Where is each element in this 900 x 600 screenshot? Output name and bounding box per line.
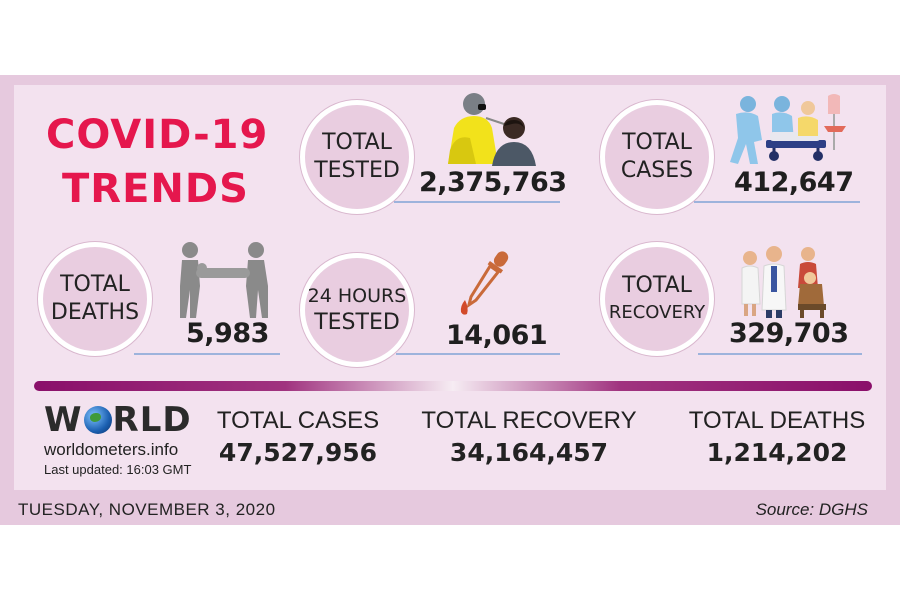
total-tested-underline: [394, 201, 560, 203]
total-cases-underline: [694, 201, 860, 203]
world-logo-left: W: [44, 400, 83, 440]
24h-tested-label-1: 24 HOURS: [307, 285, 407, 307]
total-recovery-underline: [698, 353, 862, 355]
total-tested-circle: TOTAL TESTED: [300, 100, 414, 214]
total-cases-label-2: CASES: [620, 158, 694, 183]
dropper-icon: [460, 251, 509, 315]
hospital-stretcher-icon: [730, 94, 846, 164]
total-recovery-value: 329,703: [729, 318, 849, 349]
body-carriers-icon: [180, 242, 268, 318]
total-recovery-label-2: RECOVERY: [608, 302, 706, 323]
total-cases-circle: TOTAL CASES: [600, 100, 714, 214]
total-cases-label-1: TOTAL: [622, 130, 692, 155]
world-total-deaths-value: 1,214,202: [706, 438, 848, 467]
main-title: COVID-19 TRENDS: [46, 108, 269, 216]
worldometers-brand: W RLD worldometers.info Last updated: 16…: [44, 402, 194, 477]
main-title-line1: COVID-19: [46, 112, 269, 158]
total-deaths-value: 5,983: [186, 318, 269, 349]
world-total-deaths: TOTAL DEATHS 1,214,202: [684, 406, 870, 470]
total-cases-value: 412,647: [734, 167, 854, 198]
total-tested-label-2: TESTED: [314, 158, 400, 183]
world-total-cases-label: TOTAL CASES: [216, 407, 380, 434]
source-credit: Source: DGHS: [755, 500, 868, 519]
total-deaths-label-1: TOTAL: [60, 272, 130, 297]
main-title-line2: TRENDS: [62, 166, 249, 212]
world-logo-right: RLD: [112, 400, 192, 440]
total-recovery-label-1: TOTAL: [622, 273, 692, 298]
last-updated: Last updated: 16:03 GMT: [44, 462, 192, 477]
total-tested-value: 2,375,763: [419, 167, 567, 198]
total-tested-label-1: TOTAL: [322, 130, 392, 155]
world-logo: W RLD: [44, 402, 194, 438]
swab-test-icon: [448, 93, 536, 166]
24h-tested-circle: 24 HOURS TESTED: [300, 253, 414, 367]
24h-tested-underline: [396, 353, 560, 355]
total-deaths-circle: TOTAL DEATHS: [38, 242, 152, 356]
worldometers-site: worldometers.info: [44, 440, 179, 459]
total-recovery-circle: TOTAL RECOVERY: [600, 242, 714, 356]
world-total-recovery: TOTAL RECOVERY 34,164,457: [418, 406, 640, 470]
globe-icon: [83, 406, 112, 434]
world-total-deaths-label: TOTAL DEATHS: [688, 407, 866, 434]
world-total-recovery-label: TOTAL RECOVERY: [421, 407, 637, 434]
total-deaths-label-2: DEATHS: [50, 300, 140, 325]
world-total-cases: TOTAL CASES 47,527,956: [210, 406, 386, 470]
doctors-family-icon: [741, 246, 826, 318]
section-divider: [34, 381, 872, 391]
world-total-cases-value: 47,527,956: [218, 438, 378, 467]
report-date: TUESDAY, NOVEMBER 3, 2020: [18, 500, 276, 519]
world-total-recovery-value: 34,164,457: [449, 438, 609, 467]
24h-tested-label-2: TESTED: [314, 310, 400, 335]
24h-tested-value: 14,061: [446, 320, 548, 351]
total-deaths-underline: [134, 353, 280, 355]
